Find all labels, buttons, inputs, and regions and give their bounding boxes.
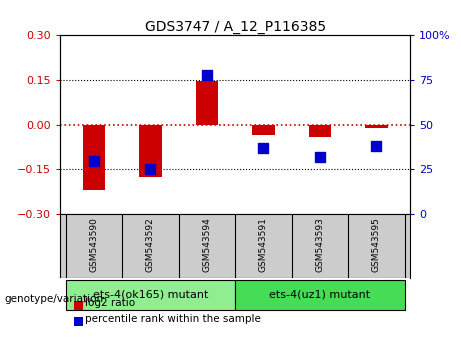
- Bar: [365, 125, 388, 128]
- Bar: [83, 125, 105, 190]
- Text: GSM543593: GSM543593: [315, 217, 325, 272]
- Bar: [139, 125, 162, 177]
- Point: [147, 167, 154, 172]
- Bar: [252, 125, 275, 135]
- Title: GDS3747 / A_12_P116385: GDS3747 / A_12_P116385: [145, 21, 325, 34]
- Text: ets-4(uz1) mutant: ets-4(uz1) mutant: [269, 290, 371, 300]
- Bar: [308, 125, 331, 137]
- Text: GSM543592: GSM543592: [146, 217, 155, 272]
- Text: GSM543591: GSM543591: [259, 217, 268, 272]
- Bar: [195, 81, 218, 125]
- Point: [316, 154, 324, 160]
- Bar: [235, 280, 405, 310]
- Text: genotype/variation: genotype/variation: [5, 294, 104, 304]
- Text: ets-4(ok165) mutant: ets-4(ok165) mutant: [93, 290, 208, 300]
- Bar: [65, 280, 235, 310]
- Point: [260, 145, 267, 151]
- Text: GSM543594: GSM543594: [202, 217, 211, 272]
- Point: [203, 72, 211, 78]
- Text: GSM543590: GSM543590: [89, 217, 98, 272]
- Text: log2 ratio: log2 ratio: [85, 298, 136, 308]
- Text: GSM543595: GSM543595: [372, 217, 381, 272]
- Point: [372, 143, 380, 149]
- Point: [90, 158, 98, 164]
- Text: percentile rank within the sample: percentile rank within the sample: [85, 314, 261, 324]
